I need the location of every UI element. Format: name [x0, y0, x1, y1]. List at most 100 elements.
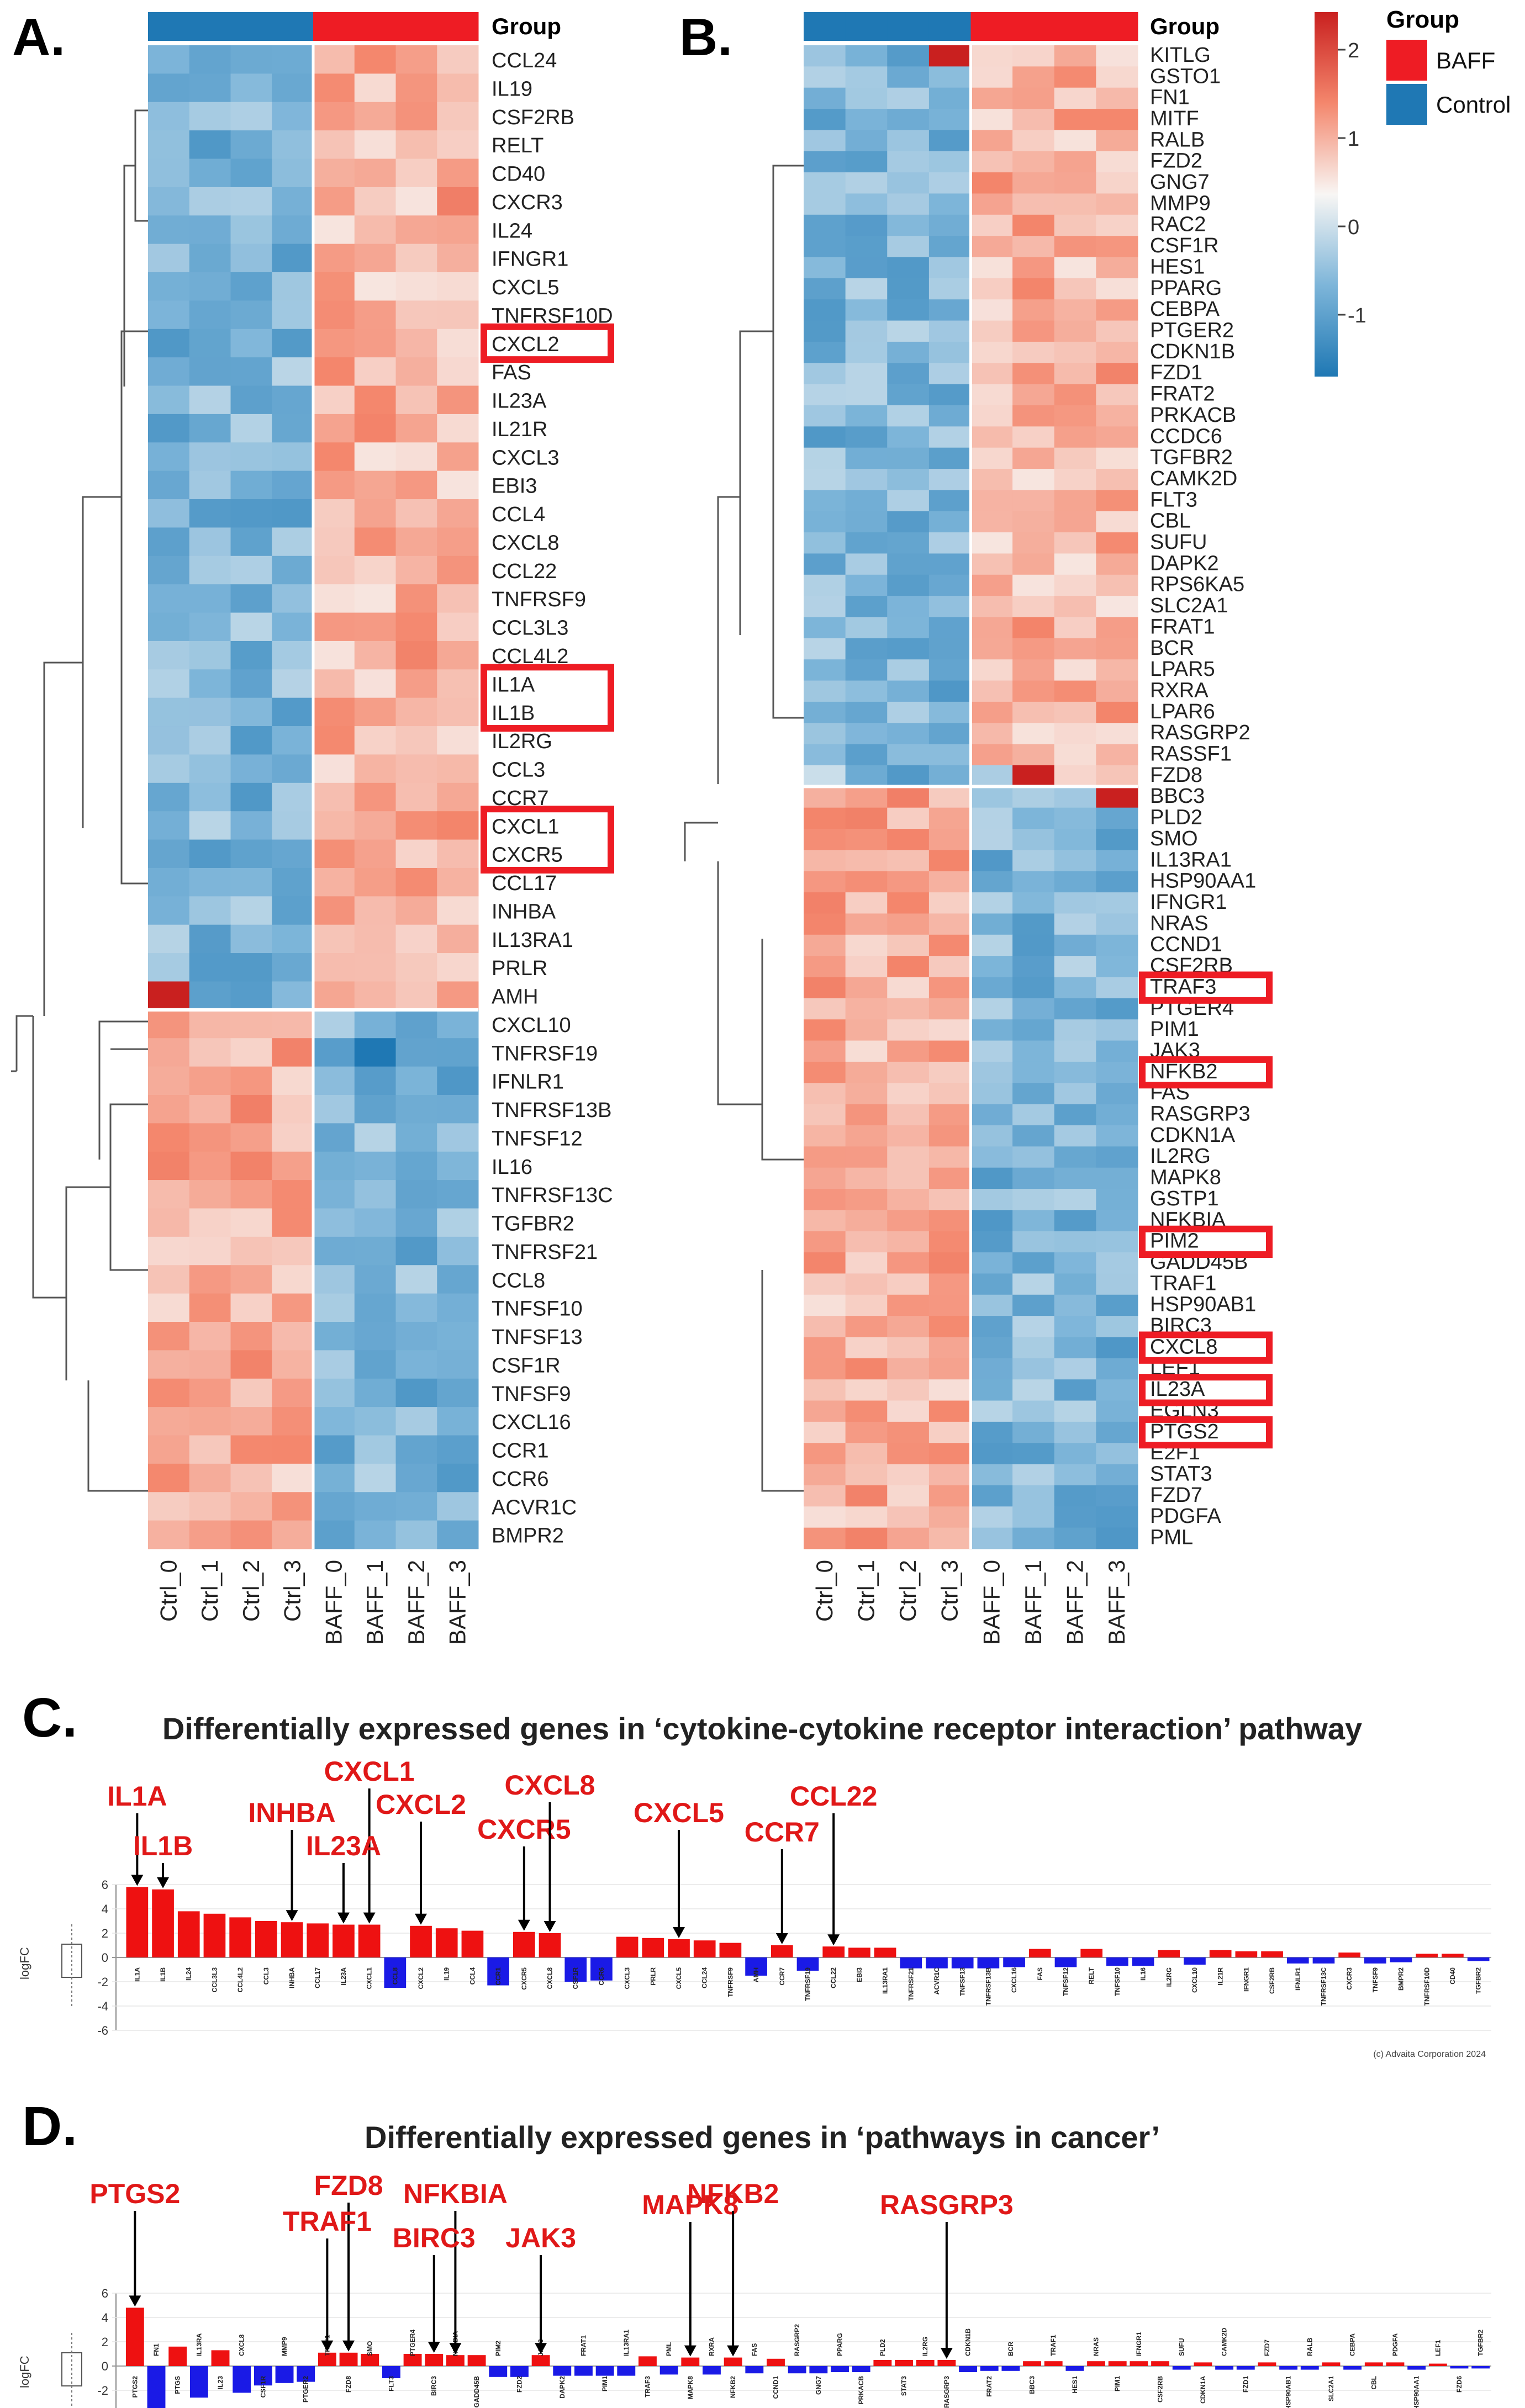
gene-label-il24: IL24	[492, 219, 532, 242]
heat-cell	[887, 829, 930, 850]
heat-cell	[1054, 956, 1096, 977]
heat-cell	[189, 102, 231, 131]
heat-cell	[970, 257, 1013, 279]
x-tick-label-prkacb: PRKACB	[857, 2376, 865, 2405]
heat-cell	[970, 1316, 1013, 1337]
heat-cell	[970, 130, 1013, 152]
heat-cell	[437, 867, 479, 897]
bar-slc2a1	[1322, 2362, 1341, 2366]
heat-cell	[313, 1038, 355, 1067]
heat-cell	[887, 701, 930, 723]
heat-cell	[1012, 1167, 1055, 1189]
heat-cell	[1012, 447, 1055, 469]
heat-cell	[804, 1316, 846, 1337]
heat-cell	[437, 726, 479, 755]
heat-cell	[272, 300, 314, 330]
bar-cxcl5	[668, 1939, 690, 1957]
heat-cell	[970, 109, 1013, 130]
heat-cell	[1096, 214, 1138, 236]
heat-cell	[1096, 151, 1138, 173]
heat-cell	[395, 754, 437, 784]
heat-cell	[970, 1379, 1013, 1401]
heat-cell	[272, 641, 314, 670]
heat-cell	[1054, 1527, 1096, 1549]
heat-cell	[272, 669, 314, 698]
heat-cell	[395, 215, 437, 245]
heat-cell	[887, 87, 930, 109]
y-tick-label: -6	[97, 2024, 108, 2037]
heat-cell	[845, 638, 888, 660]
heat-cell	[272, 1265, 314, 1294]
heat-cell	[804, 469, 846, 490]
legend-swatch-control	[1386, 84, 1427, 125]
heat-cell	[970, 1125, 1013, 1147]
x-tick-label-fn1: FN1	[152, 2343, 160, 2356]
heat-cell	[395, 499, 437, 528]
heat-cell	[887, 257, 930, 279]
bar-tnfsf13	[951, 1957, 974, 1968]
heat-cell	[970, 532, 1013, 554]
heat-cell	[1054, 172, 1096, 194]
heat-cell	[887, 1061, 930, 1083]
heat-cell	[845, 1189, 888, 1210]
heat-cell	[395, 73, 437, 103]
callout-arrowhead-fzd8	[342, 2340, 355, 2352]
heat-cell	[1096, 1400, 1138, 1422]
heat-cell	[230, 1151, 272, 1181]
heat-cell	[395, 1265, 437, 1294]
heat-cell	[845, 659, 888, 681]
x-tick-label-bmpr2: BMPR2	[1397, 1967, 1405, 1991]
group-label: Group	[1150, 13, 1220, 39]
heat-cell	[148, 981, 190, 1010]
heat-cell	[1054, 1316, 1096, 1337]
y-axis-label: logFC	[18, 1947, 31, 1980]
callout-label-ccr7: CCR7	[745, 1817, 820, 1848]
heat-cell	[148, 697, 190, 727]
highlight-box	[1139, 1056, 1273, 1089]
sample-label-ctrl-0: Ctrl_0	[811, 1560, 837, 1622]
heat-cell	[272, 1123, 314, 1152]
heat-cell	[804, 87, 846, 109]
group-bar-cell	[887, 12, 930, 41]
heat-cell	[804, 1125, 846, 1147]
heat-cell	[928, 1316, 971, 1337]
gene-label-stat3: STAT3	[1150, 1463, 1212, 1486]
x-tick-label-cxcl5: CXCL5	[675, 1967, 683, 1989]
heat-cell	[804, 1294, 846, 1316]
heat-cell	[1096, 1527, 1138, 1549]
bar-pim1	[595, 2366, 614, 2376]
heat-cell	[970, 87, 1013, 109]
heat-cell	[148, 1236, 190, 1266]
heat-cell	[272, 1038, 314, 1067]
heat-cell	[354, 1066, 396, 1095]
heat-cell	[928, 257, 971, 279]
heat-cell	[1054, 1189, 1096, 1210]
heat-cell	[1012, 1527, 1055, 1549]
heat-cell	[437, 45, 479, 74]
heat-cell	[887, 151, 930, 173]
heat-cell	[395, 953, 437, 982]
heat-cell	[148, 158, 190, 188]
heat-cell	[189, 1094, 231, 1124]
heat-cell	[1096, 66, 1138, 88]
chart-title: Differentially expressed genes in ‘cytok…	[162, 1711, 1362, 1746]
heat-cell	[313, 1009, 355, 1039]
bar-chart-panel-d: D. Differentially expressed genes in ‘pat…	[18, 2095, 1491, 2408]
bar-tgfbr2	[1471, 2366, 1490, 2369]
heat-cell	[272, 1378, 314, 1407]
heat-cell	[1054, 1379, 1096, 1401]
heat-cell	[313, 130, 355, 160]
callout-arrowhead-ptgs2	[129, 2295, 141, 2307]
heat-cell	[887, 1104, 930, 1126]
heat-cell	[189, 244, 231, 273]
highlight-box	[481, 806, 614, 874]
heat-cell	[1054, 1443, 1096, 1465]
heat-cell	[1054, 405, 1096, 427]
heat-cell	[1096, 447, 1138, 469]
heat-cell	[395, 1321, 437, 1351]
bar-il1a	[126, 1887, 149, 1957]
heat-cell	[189, 300, 231, 330]
heat-cell	[189, 697, 231, 727]
bar-frat2	[980, 2366, 999, 2371]
heat-cell	[1012, 659, 1055, 681]
